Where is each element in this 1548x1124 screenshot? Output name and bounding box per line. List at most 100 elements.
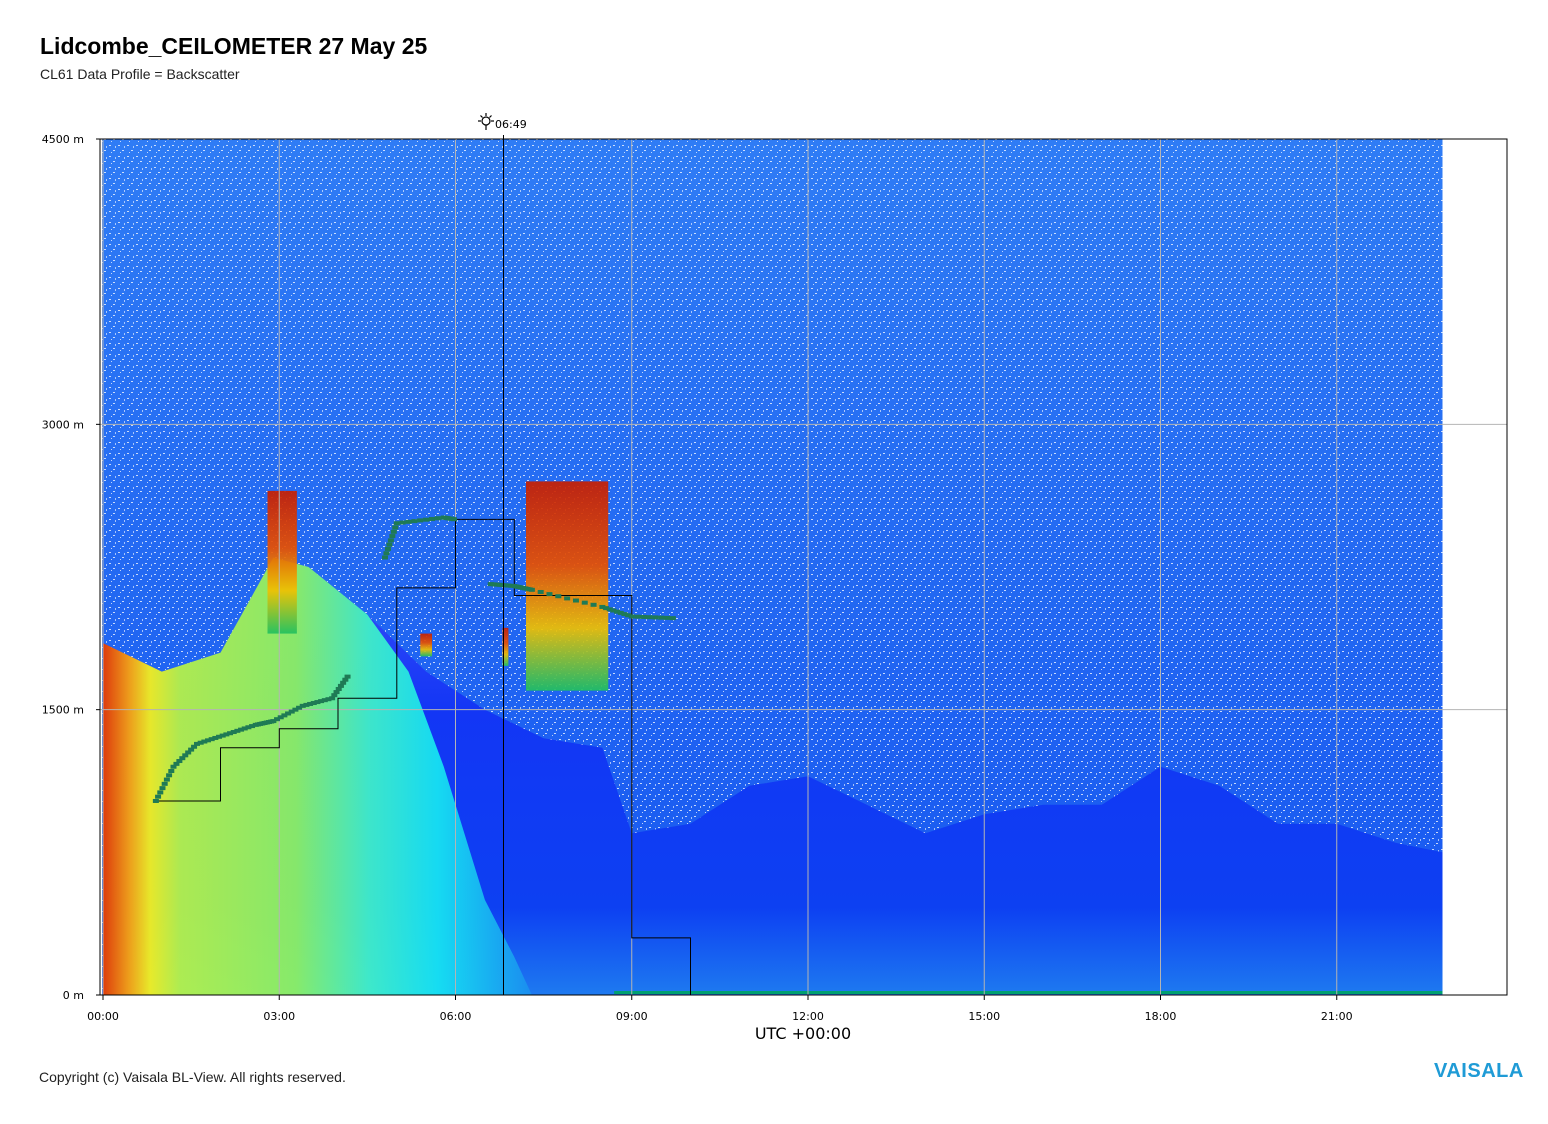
- y-tick-label: 1500 m: [42, 704, 84, 717]
- trace-point: [159, 786, 166, 791]
- trace-point: [188, 747, 195, 752]
- trace-point: [197, 740, 204, 745]
- trace-point: [299, 703, 306, 708]
- trace-point: [386, 542, 393, 547]
- trace-point: [546, 592, 553, 597]
- trace-point: [599, 604, 606, 609]
- trace-point: [182, 753, 189, 758]
- trace-point: [227, 731, 234, 736]
- layer-height-trace: [152, 515, 676, 803]
- trace-point: [318, 699, 325, 704]
- x-axis: 00:00 03:00 06:00 09:00 12:00 15:00 18:00 21:00: [87, 995, 1353, 1023]
- trace-point: [434, 516, 441, 521]
- y-tick-label: 4500 m: [42, 133, 84, 146]
- x-axis-label: UTC +00:00: [755, 1024, 851, 1043]
- trace-point: [389, 534, 396, 539]
- trace-point: [310, 701, 317, 706]
- y-tick-label: 3000 m: [42, 418, 84, 431]
- trace-point: [390, 529, 397, 534]
- trace-point: [652, 615, 659, 620]
- chart-subtitle: CL61 Data Profile = Backscatter: [40, 66, 240, 82]
- trace-point: [292, 707, 299, 712]
- trace-point: [331, 693, 338, 698]
- trace-point: [417, 518, 424, 523]
- cloud-layer: [267, 490, 297, 634]
- sunrise-marker: 06:49: [478, 113, 527, 131]
- trace-point: [277, 715, 284, 720]
- trace-point: [163, 777, 170, 782]
- trace-point: [628, 614, 635, 619]
- trace-point: [640, 614, 647, 619]
- cloud-layer: [526, 481, 609, 691]
- trace-point: [382, 555, 388, 560]
- cloud-layer: [420, 633, 432, 657]
- trace-point: [555, 594, 562, 599]
- trace-point: [205, 738, 212, 743]
- trace-point: [241, 726, 248, 731]
- trace-point: [614, 609, 621, 614]
- surface-band: [614, 991, 1443, 994]
- trace-point: [223, 732, 230, 737]
- trace-point: [161, 781, 168, 786]
- trace-point: [581, 600, 588, 605]
- trace-point: [208, 737, 215, 742]
- x-tick-label: 18:00: [1145, 1010, 1177, 1023]
- x-tick-label: 09:00: [616, 1010, 648, 1023]
- trace-point: [451, 517, 458, 522]
- chart-title: Lidcombe_CEILOMETER 27 May 25: [40, 33, 428, 59]
- trace-point: [219, 733, 226, 738]
- trace-point: [314, 700, 321, 705]
- trace-point: [170, 764, 177, 769]
- mixing-height-steps: [155, 518, 691, 995]
- trace-point: [606, 607, 613, 612]
- trace-point: [333, 690, 340, 695]
- trace-point: [603, 606, 610, 611]
- trace-point: [245, 725, 252, 730]
- trace-point: [344, 674, 351, 679]
- trace-point: [590, 602, 597, 607]
- trace-point: [387, 538, 394, 543]
- trace-point: [307, 701, 314, 706]
- trace-point: [625, 613, 632, 618]
- trace-point: [274, 717, 281, 722]
- copyright-text: Copyright (c) Vaisala BL-View. All right…: [39, 1069, 346, 1085]
- trace-point: [288, 709, 295, 714]
- trace-point: [537, 589, 544, 594]
- trace-point: [216, 734, 223, 739]
- plot-area: [99, 135, 1508, 996]
- trace-point: [212, 735, 219, 740]
- x-tick-label: 15:00: [968, 1010, 1000, 1023]
- trace-point: [405, 519, 412, 524]
- trace-point: [249, 724, 256, 729]
- x-tick-label: 12:00: [792, 1010, 824, 1023]
- y-axis: 0 m 1500 m 3000 m 4500 m: [42, 133, 101, 1002]
- trace-point: [201, 739, 208, 744]
- early-aerosol-region: [103, 557, 532, 995]
- trace-point: [234, 728, 241, 733]
- trace-point: [303, 702, 310, 707]
- trace-point: [411, 519, 418, 524]
- trace-point: [281, 713, 288, 718]
- trace-point: [157, 790, 164, 795]
- trace-point: [658, 615, 665, 620]
- trace-point: [617, 610, 624, 615]
- trace-point: [564, 596, 571, 601]
- x-tick-label: 21:00: [1321, 1010, 1353, 1023]
- trace-point: [669, 616, 676, 621]
- trace-point: [285, 711, 292, 716]
- x-tick-label: 03:00: [263, 1010, 295, 1023]
- trace-point: [342, 677, 349, 682]
- cloud-layer: [502, 627, 509, 666]
- trace-point: [383, 551, 390, 556]
- trace-point: [429, 516, 435, 521]
- trace-point: [423, 517, 430, 522]
- sun-icon: [478, 113, 494, 130]
- trace-point: [392, 525, 399, 530]
- vaisala-logo: VAISALA: [1434, 1060, 1524, 1082]
- trace-point: [173, 761, 180, 766]
- trace-point: [194, 741, 200, 746]
- trace-point: [168, 769, 175, 774]
- trace-point: [325, 697, 332, 702]
- y-tick-label: 0 m: [63, 989, 84, 1002]
